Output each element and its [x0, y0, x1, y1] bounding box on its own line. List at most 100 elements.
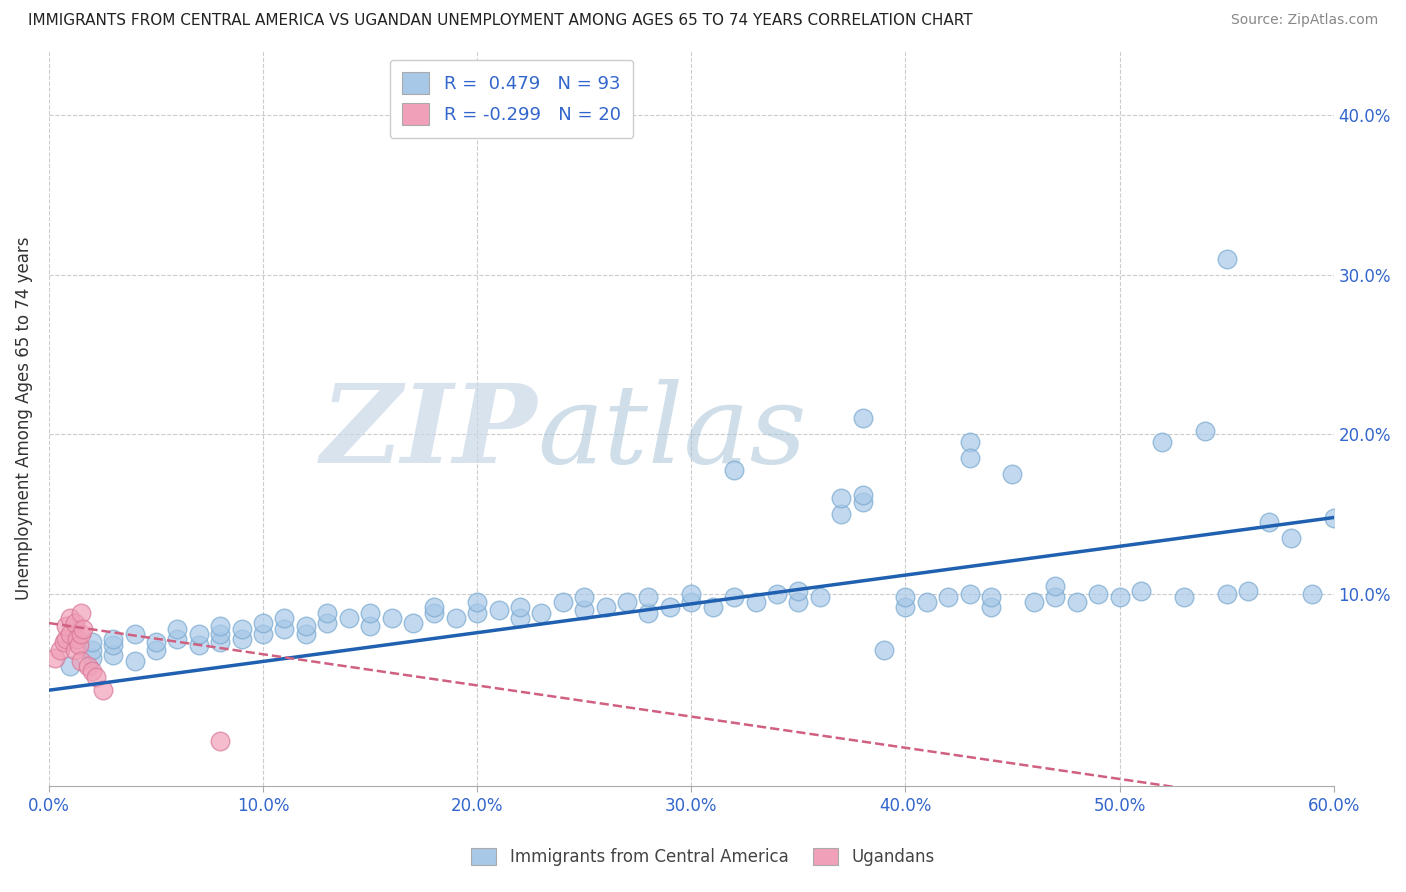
Point — [894, 591, 917, 605]
Point — [359, 619, 381, 633]
Point — [44, 651, 66, 665]
Point — [316, 607, 339, 621]
Point — [1301, 587, 1323, 601]
Point — [915, 595, 938, 609]
Point — [59, 627, 82, 641]
Point — [72, 623, 94, 637]
Point — [59, 659, 82, 673]
Point — [830, 508, 852, 522]
Point — [84, 670, 107, 684]
Point — [80, 635, 103, 649]
Point — [894, 600, 917, 615]
Point — [1045, 579, 1067, 593]
Point — [402, 616, 425, 631]
Point — [145, 635, 167, 649]
Point — [509, 600, 531, 615]
Text: atlas: atlas — [537, 379, 807, 487]
Text: ZIP: ZIP — [321, 379, 537, 487]
Point — [295, 627, 318, 641]
Point — [187, 639, 209, 653]
Point — [530, 607, 553, 621]
Point — [252, 627, 274, 641]
Point — [103, 639, 125, 653]
Y-axis label: Unemployment Among Ages 65 to 74 years: Unemployment Among Ages 65 to 74 years — [15, 236, 32, 600]
Point — [1237, 584, 1260, 599]
Point — [787, 595, 810, 609]
Point — [465, 607, 488, 621]
Point — [337, 611, 360, 625]
Point — [852, 411, 875, 425]
Point — [830, 491, 852, 506]
Point — [574, 591, 596, 605]
Point — [1215, 252, 1237, 266]
Point — [231, 623, 253, 637]
Text: IMMIGRANTS FROM CENTRAL AMERICA VS UGANDAN UNEMPLOYMENT AMONG AGES 65 TO 74 YEAR: IMMIGRANTS FROM CENTRAL AMERICA VS UGAND… — [28, 13, 973, 29]
Point — [702, 600, 724, 615]
Point — [103, 632, 125, 646]
Point — [55, 632, 77, 646]
Point — [980, 600, 1002, 615]
Point — [808, 591, 831, 605]
Point — [980, 591, 1002, 605]
Point — [66, 632, 89, 646]
Point — [787, 584, 810, 599]
Point — [1066, 595, 1088, 609]
Point — [187, 627, 209, 641]
Point — [873, 643, 896, 657]
Point — [295, 619, 318, 633]
Point — [70, 607, 93, 621]
Point — [209, 619, 232, 633]
Point — [1087, 587, 1109, 601]
Point — [273, 611, 295, 625]
Point — [723, 462, 745, 476]
Point — [231, 632, 253, 646]
Point — [80, 651, 103, 665]
Point — [1215, 587, 1237, 601]
Point — [766, 587, 789, 601]
Point — [595, 600, 617, 615]
Point — [1129, 584, 1152, 599]
Point — [1323, 510, 1346, 524]
Text: Source: ZipAtlas.com: Source: ZipAtlas.com — [1230, 13, 1378, 28]
Point — [852, 494, 875, 508]
Point — [723, 591, 745, 605]
Point — [252, 616, 274, 631]
Point — [80, 643, 103, 657]
Point — [359, 607, 381, 621]
Point — [1108, 591, 1130, 605]
Point — [209, 734, 232, 748]
Point — [1279, 532, 1302, 546]
Legend: R =  0.479   N = 93, R = -0.299   N = 20: R = 0.479 N = 93, R = -0.299 N = 20 — [389, 60, 633, 138]
Point — [166, 632, 188, 646]
Point — [1001, 467, 1024, 482]
Point — [124, 655, 146, 669]
Legend: Immigrants from Central America, Ugandans: Immigrants from Central America, Ugandan… — [463, 840, 943, 875]
Point — [1152, 435, 1174, 450]
Point — [1173, 591, 1195, 605]
Point — [70, 627, 93, 641]
Point — [488, 603, 510, 617]
Point — [852, 488, 875, 502]
Point — [67, 639, 90, 653]
Point — [959, 451, 981, 466]
Point — [209, 627, 232, 641]
Point — [80, 664, 103, 678]
Point — [637, 591, 659, 605]
Point — [681, 595, 703, 609]
Point — [145, 643, 167, 657]
Point — [273, 623, 295, 637]
Point — [959, 587, 981, 601]
Point — [55, 619, 77, 633]
Point — [936, 591, 959, 605]
Point — [1258, 516, 1281, 530]
Point — [509, 611, 531, 625]
Point — [658, 600, 681, 615]
Point — [744, 595, 766, 609]
Point — [52, 635, 75, 649]
Point — [316, 616, 339, 631]
Point — [616, 595, 638, 609]
Point — [465, 595, 488, 609]
Point — [574, 603, 596, 617]
Point — [209, 635, 232, 649]
Point — [681, 587, 703, 601]
